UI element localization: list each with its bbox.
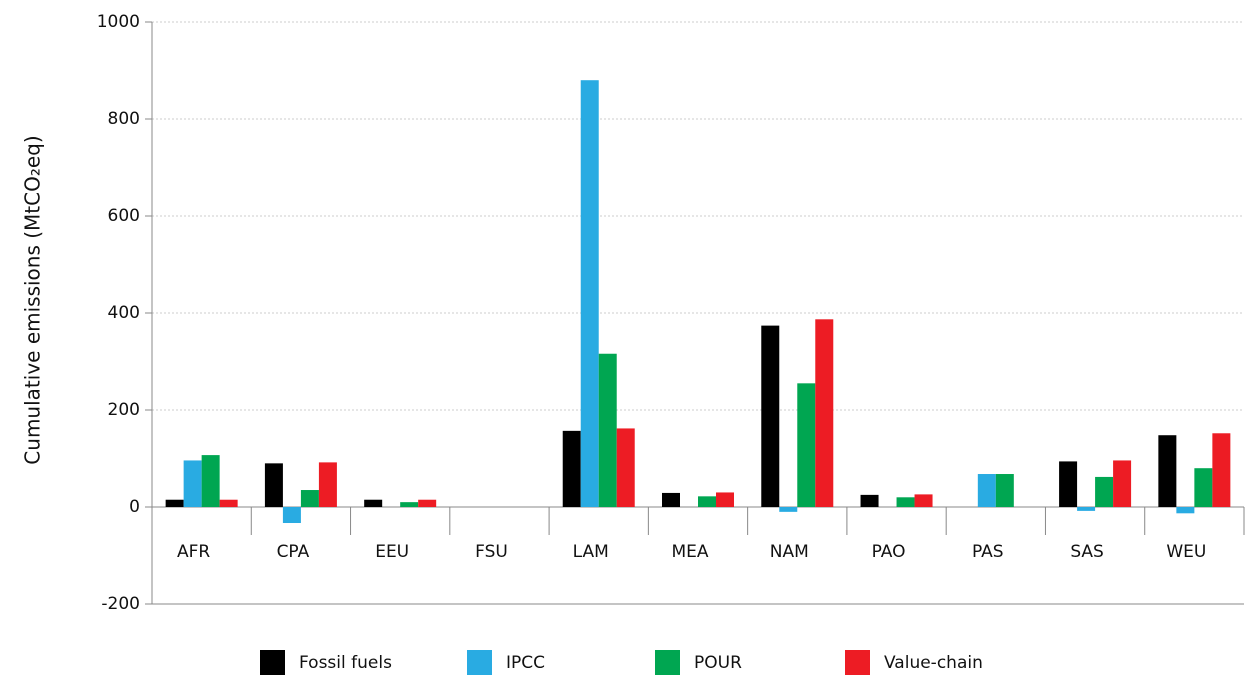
bar <box>1077 507 1096 511</box>
bar <box>418 499 437 507</box>
bar <box>1212 433 1231 507</box>
bar <box>201 455 220 507</box>
y-tick-label: -200 <box>101 594 140 614</box>
bar <box>914 494 933 507</box>
y-tick-label: 400 <box>108 303 140 323</box>
legend-label: IPCC <box>506 653 545 673</box>
legend-label: Fossil fuels <box>299 653 392 673</box>
x-tick-label: SAS <box>1070 542 1104 562</box>
x-tick-label: PAS <box>972 542 1004 562</box>
bar <box>1194 468 1213 507</box>
x-tick-label: LAM <box>573 542 609 562</box>
legend-swatch <box>260 650 285 675</box>
x-tick-label: WEU <box>1166 542 1206 562</box>
bar <box>1059 461 1078 507</box>
x-tick-label: EEU <box>375 542 409 562</box>
legend-swatch <box>845 650 870 675</box>
legend-label: POUR <box>694 653 742 673</box>
x-tick-label: PAO <box>872 542 906 562</box>
bar <box>662 492 680 507</box>
y-tick-label: 0 <box>129 497 140 517</box>
bar <box>995 474 1014 507</box>
bar <box>1095 476 1114 507</box>
bar <box>264 463 283 507</box>
bar <box>282 507 301 524</box>
bar <box>815 319 834 507</box>
bar <box>598 353 617 507</box>
bar <box>698 496 716 507</box>
y-tick-label: 200 <box>108 400 140 420</box>
bar <box>183 460 202 507</box>
bar <box>779 507 798 512</box>
bar <box>977 474 996 507</box>
legend-swatch <box>655 650 680 675</box>
legend-label: Value-chain <box>884 653 983 673</box>
x-tick-label: AFR <box>177 542 210 562</box>
bar <box>797 383 816 507</box>
x-tick-label: FSU <box>475 542 508 562</box>
bar <box>896 497 915 507</box>
bar <box>1176 507 1195 514</box>
bar <box>761 325 780 507</box>
bar <box>364 499 383 507</box>
y-tick-label: 800 <box>108 109 140 129</box>
legend-swatch <box>467 650 492 675</box>
bar <box>300 490 319 507</box>
y-tick-label: 600 <box>108 206 140 226</box>
x-tick-label: MEA <box>671 542 708 562</box>
bar <box>616 428 635 507</box>
y-axis-label: Cumulative emissions (MtCO₂eq) <box>21 135 45 464</box>
y-tick-label: 1000 <box>97 12 140 32</box>
bar <box>716 492 734 507</box>
bar <box>1113 460 1132 507</box>
bar <box>580 80 599 507</box>
x-tick-label: CPA <box>277 542 310 562</box>
bar <box>400 502 419 507</box>
bar <box>165 499 184 507</box>
bar <box>219 499 238 507</box>
bar <box>860 494 879 507</box>
x-tick-label: NAM <box>770 542 809 562</box>
bar <box>562 430 581 507</box>
bar <box>1158 435 1177 507</box>
bar <box>318 462 337 507</box>
